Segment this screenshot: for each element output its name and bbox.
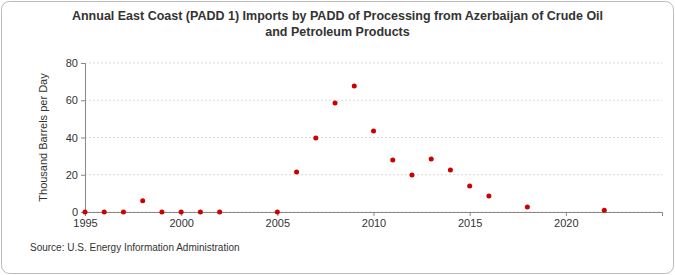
source: Source: U.S. Energy Information Administ… xyxy=(30,242,240,253)
y-axis-line xyxy=(81,64,86,213)
x-tick-label: 2010 xyxy=(362,217,386,229)
x-axis: 1995 2000 2005 2010 2015 2020 xyxy=(73,212,662,229)
x-tick: 2020 xyxy=(554,212,578,229)
x-tick: 1995 xyxy=(73,212,97,229)
point xyxy=(352,83,357,88)
x-tick: 2000 xyxy=(169,212,193,229)
x-tick-label: 2000 xyxy=(169,217,193,229)
title: Annual East Coast (PADD 1) Imports by PA… xyxy=(72,9,603,39)
point xyxy=(275,210,280,215)
y-tick: 80 xyxy=(66,57,85,69)
y-tick: 60 xyxy=(66,94,85,106)
x-tick-mark xyxy=(470,212,471,216)
x-tick-label: 1995 xyxy=(73,217,97,229)
point xyxy=(313,136,318,141)
x-tick: 2005 xyxy=(266,212,290,229)
point xyxy=(486,193,491,198)
point xyxy=(83,210,88,215)
grid-line xyxy=(85,174,662,175)
grid-line xyxy=(85,63,662,64)
point xyxy=(448,168,453,173)
y-axis: 020406080 xyxy=(66,57,86,218)
x-tick-mark xyxy=(374,212,375,216)
point xyxy=(602,208,607,213)
y-axis-title: Thousand Barrels per Day xyxy=(37,73,49,202)
point xyxy=(102,210,107,215)
point xyxy=(429,156,434,161)
x-axis-line xyxy=(86,213,663,217)
point xyxy=(159,210,164,215)
point xyxy=(409,172,414,177)
point xyxy=(179,210,184,215)
y-tick-label: 80 xyxy=(66,57,78,69)
point xyxy=(121,210,126,215)
plot: 020406080199520002005201020152020 xyxy=(66,57,663,229)
y-tick: 40 xyxy=(66,132,85,144)
point xyxy=(525,204,530,209)
y-tick-mark xyxy=(81,138,85,139)
y-tick-mark xyxy=(81,175,85,176)
x-tick-label: 2005 xyxy=(266,217,290,229)
x-tick-label: 2020 xyxy=(554,217,578,229)
point xyxy=(140,198,145,203)
y-tick-label: 60 xyxy=(66,94,78,106)
grid xyxy=(85,63,662,212)
chart: 020406080199520002005201020152020Annual … xyxy=(0,0,675,275)
point xyxy=(217,210,222,215)
point xyxy=(333,101,338,106)
x-tick: 2010 xyxy=(362,212,386,229)
x-tick-label: 2015 xyxy=(458,217,482,229)
background xyxy=(2,2,674,274)
y-tick-label: 40 xyxy=(66,132,78,144)
points xyxy=(83,83,607,214)
point xyxy=(390,158,395,163)
grid-line xyxy=(85,137,662,138)
y-tick-label: 20 xyxy=(66,169,78,181)
point xyxy=(294,169,299,174)
point xyxy=(371,128,376,133)
x-tick-mark xyxy=(566,212,567,216)
x-tick: 2015 xyxy=(458,212,482,229)
y-tick: 20 xyxy=(66,169,85,181)
y-tick-mark xyxy=(81,100,85,101)
point xyxy=(467,183,472,188)
y-tick-mark xyxy=(81,63,85,64)
grid-line xyxy=(85,100,662,101)
point xyxy=(198,210,203,215)
